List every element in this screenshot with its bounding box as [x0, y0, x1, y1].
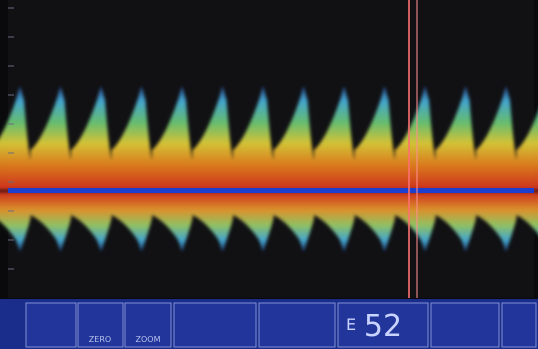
- baseline: [8, 188, 534, 193]
- button[interactable]: [26, 303, 76, 347]
- button[interactable]: [259, 303, 335, 347]
- device-screen: ZERO ZOOM E 52: [0, 0, 538, 349]
- button[interactable]: [174, 303, 256, 347]
- button-label: ZOOM: [136, 335, 161, 344]
- button[interactable]: [431, 303, 499, 347]
- button[interactable]: [502, 303, 536, 347]
- button-label: ZERO: [89, 335, 111, 344]
- readout-marker: E: [346, 315, 356, 334]
- readout-value: 52: [364, 309, 402, 344]
